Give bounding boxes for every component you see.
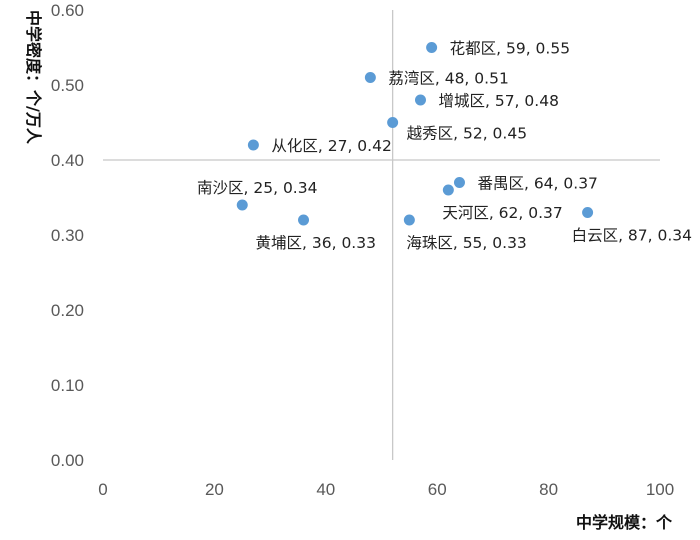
data-point [426, 42, 438, 53]
x-tick-label: 80 [539, 480, 558, 499]
data-label: 番禺区, 64, 0.37 [477, 175, 597, 193]
x-tick-label: 60 [428, 480, 447, 499]
x-tick-label: 20 [205, 480, 224, 499]
y-tick-label: 0.40 [51, 151, 84, 170]
data-point [364, 72, 376, 83]
data-label: 南沙区, 25, 0.34 [197, 179, 317, 197]
y-tick-label: 0.50 [51, 76, 84, 95]
data-label: 从化区, 27, 0.42 [271, 137, 391, 155]
x-axis-title: 中学规模：个 [576, 513, 673, 532]
data-point [236, 199, 248, 211]
data-label: 天河区, 62, 0.37 [442, 204, 562, 222]
y-tick-label: 0.30 [51, 226, 84, 245]
data-point [298, 214, 310, 226]
data-label: 花都区, 59, 0.55 [450, 40, 570, 58]
x-tick-label: 40 [316, 480, 335, 499]
y-tick-label: 0.20 [51, 301, 84, 320]
data-point [403, 214, 415, 226]
data-point [247, 139, 259, 151]
data-point [453, 177, 465, 188]
data-point [414, 94, 426, 106]
data-point [387, 117, 399, 128]
y-tick-label: 0.00 [51, 451, 84, 470]
data-point [582, 207, 594, 218]
x-tick-label: 100 [646, 480, 674, 499]
data-label: 越秀区, 52, 0.45 [407, 125, 527, 143]
y-axis-title: 中学密度：个/万人 [24, 10, 43, 145]
x-tick-label: 0 [98, 480, 107, 499]
data-label: 荔湾区, 48, 0.51 [388, 70, 508, 88]
data-label: 海珠区, 55, 0.33 [406, 234, 526, 252]
data-point [442, 184, 454, 196]
data-label: 黄埔区, 36, 0.33 [256, 234, 376, 252]
y-tick-label: 0.10 [51, 376, 84, 395]
data-label: 增城区, 57, 0.48 [438, 92, 558, 110]
y-tick-label: 0.60 [51, 1, 84, 20]
data-label: 白云区, 87, 0.34 [572, 227, 692, 245]
